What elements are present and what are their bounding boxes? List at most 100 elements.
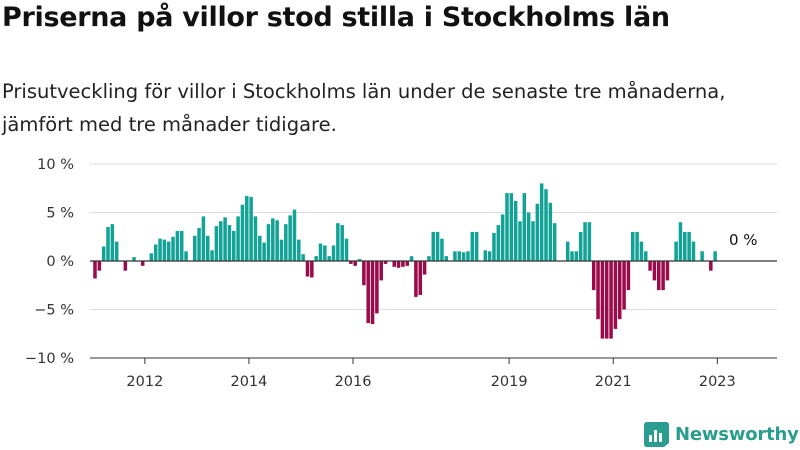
bar xyxy=(383,261,388,264)
bar xyxy=(97,261,102,271)
bar xyxy=(687,231,691,261)
bar xyxy=(101,246,106,261)
bar xyxy=(713,251,717,261)
bar xyxy=(583,222,587,261)
bar xyxy=(683,231,687,261)
bar xyxy=(401,261,405,267)
bar xyxy=(214,226,219,261)
bar xyxy=(279,239,284,261)
bar xyxy=(487,251,492,261)
newsworthy-logo-icon xyxy=(644,421,669,447)
bar xyxy=(500,214,505,261)
bar xyxy=(392,261,396,267)
bar xyxy=(639,241,644,261)
bar xyxy=(357,259,362,261)
bar xyxy=(140,261,145,266)
bar xyxy=(570,251,574,261)
bar xyxy=(110,224,115,261)
bar xyxy=(123,261,128,271)
bar xyxy=(700,251,704,261)
bar xyxy=(596,261,600,320)
bar xyxy=(661,261,665,291)
bar xyxy=(284,224,288,261)
bar xyxy=(565,241,570,261)
bar xyxy=(613,261,618,329)
bar xyxy=(114,241,119,261)
bar xyxy=(622,261,626,310)
bar xyxy=(709,261,713,271)
bar xyxy=(297,239,301,261)
bar xyxy=(496,225,501,261)
bar xyxy=(179,230,184,261)
bar xyxy=(166,241,171,261)
bar xyxy=(375,261,379,314)
bar xyxy=(314,256,318,261)
bar xyxy=(548,202,553,261)
bar xyxy=(461,252,466,261)
bar xyxy=(288,215,292,261)
bar xyxy=(431,231,436,261)
bar xyxy=(201,216,206,261)
bar xyxy=(617,261,622,320)
bar xyxy=(531,221,535,261)
x-tick-label: 2014 xyxy=(230,374,267,390)
y-tick-label: 0 % xyxy=(46,254,74,270)
bar xyxy=(457,251,462,261)
bar xyxy=(232,230,236,261)
bar xyxy=(591,261,596,291)
bar xyxy=(444,256,449,261)
bar xyxy=(470,231,475,261)
bar xyxy=(466,251,470,261)
y-tick-label: −10 % xyxy=(25,351,74,367)
y-tick-label: 10 % xyxy=(37,157,74,173)
bar xyxy=(336,223,340,261)
bar xyxy=(331,245,336,261)
bar xyxy=(518,221,522,261)
bar xyxy=(175,230,180,261)
bar xyxy=(349,261,353,264)
bar xyxy=(505,193,509,261)
bar xyxy=(262,242,266,261)
bar xyxy=(691,241,696,261)
bar xyxy=(192,235,197,261)
bar xyxy=(323,245,327,261)
chart-title: Priserna på villor stod stilla i Stockho… xyxy=(2,2,670,33)
bar xyxy=(275,220,279,261)
bar xyxy=(158,238,162,261)
bar xyxy=(678,222,683,261)
x-tick-label: 2019 xyxy=(491,374,528,390)
bar xyxy=(604,261,609,339)
bar xyxy=(353,261,357,266)
bar xyxy=(427,256,431,261)
bar xyxy=(153,244,158,261)
bar xyxy=(405,261,409,266)
bar xyxy=(552,223,557,261)
y-axis-labels: 10 % 5 % 0 % −5 % −10 % xyxy=(25,157,74,367)
bar xyxy=(422,261,427,275)
bar xyxy=(630,231,635,261)
bar xyxy=(657,261,661,291)
bar xyxy=(587,222,592,261)
bar xyxy=(249,196,253,261)
bar xyxy=(418,261,423,295)
bar xyxy=(574,251,579,261)
bar xyxy=(344,238,349,261)
bar xyxy=(258,235,262,261)
bar xyxy=(305,261,310,277)
x-tick-label: 2016 xyxy=(335,374,372,390)
x-tick-label: 2021 xyxy=(595,374,632,390)
x-tick-label: 2012 xyxy=(126,374,163,390)
bar xyxy=(162,239,167,261)
x-axis: 2012201420162019202120232025 xyxy=(90,357,777,390)
bar xyxy=(544,189,548,261)
bar-chart: 10 % 5 % 0 % −5 % −10 % 2012 2014 2016 2019 2021… xyxy=(25,157,777,390)
bar xyxy=(106,227,110,261)
bar xyxy=(366,261,370,324)
bar xyxy=(578,231,583,261)
bar xyxy=(240,204,245,261)
bar xyxy=(474,231,479,261)
bar xyxy=(535,203,540,261)
bar xyxy=(327,256,331,261)
bar xyxy=(644,251,648,261)
bar xyxy=(409,256,414,261)
